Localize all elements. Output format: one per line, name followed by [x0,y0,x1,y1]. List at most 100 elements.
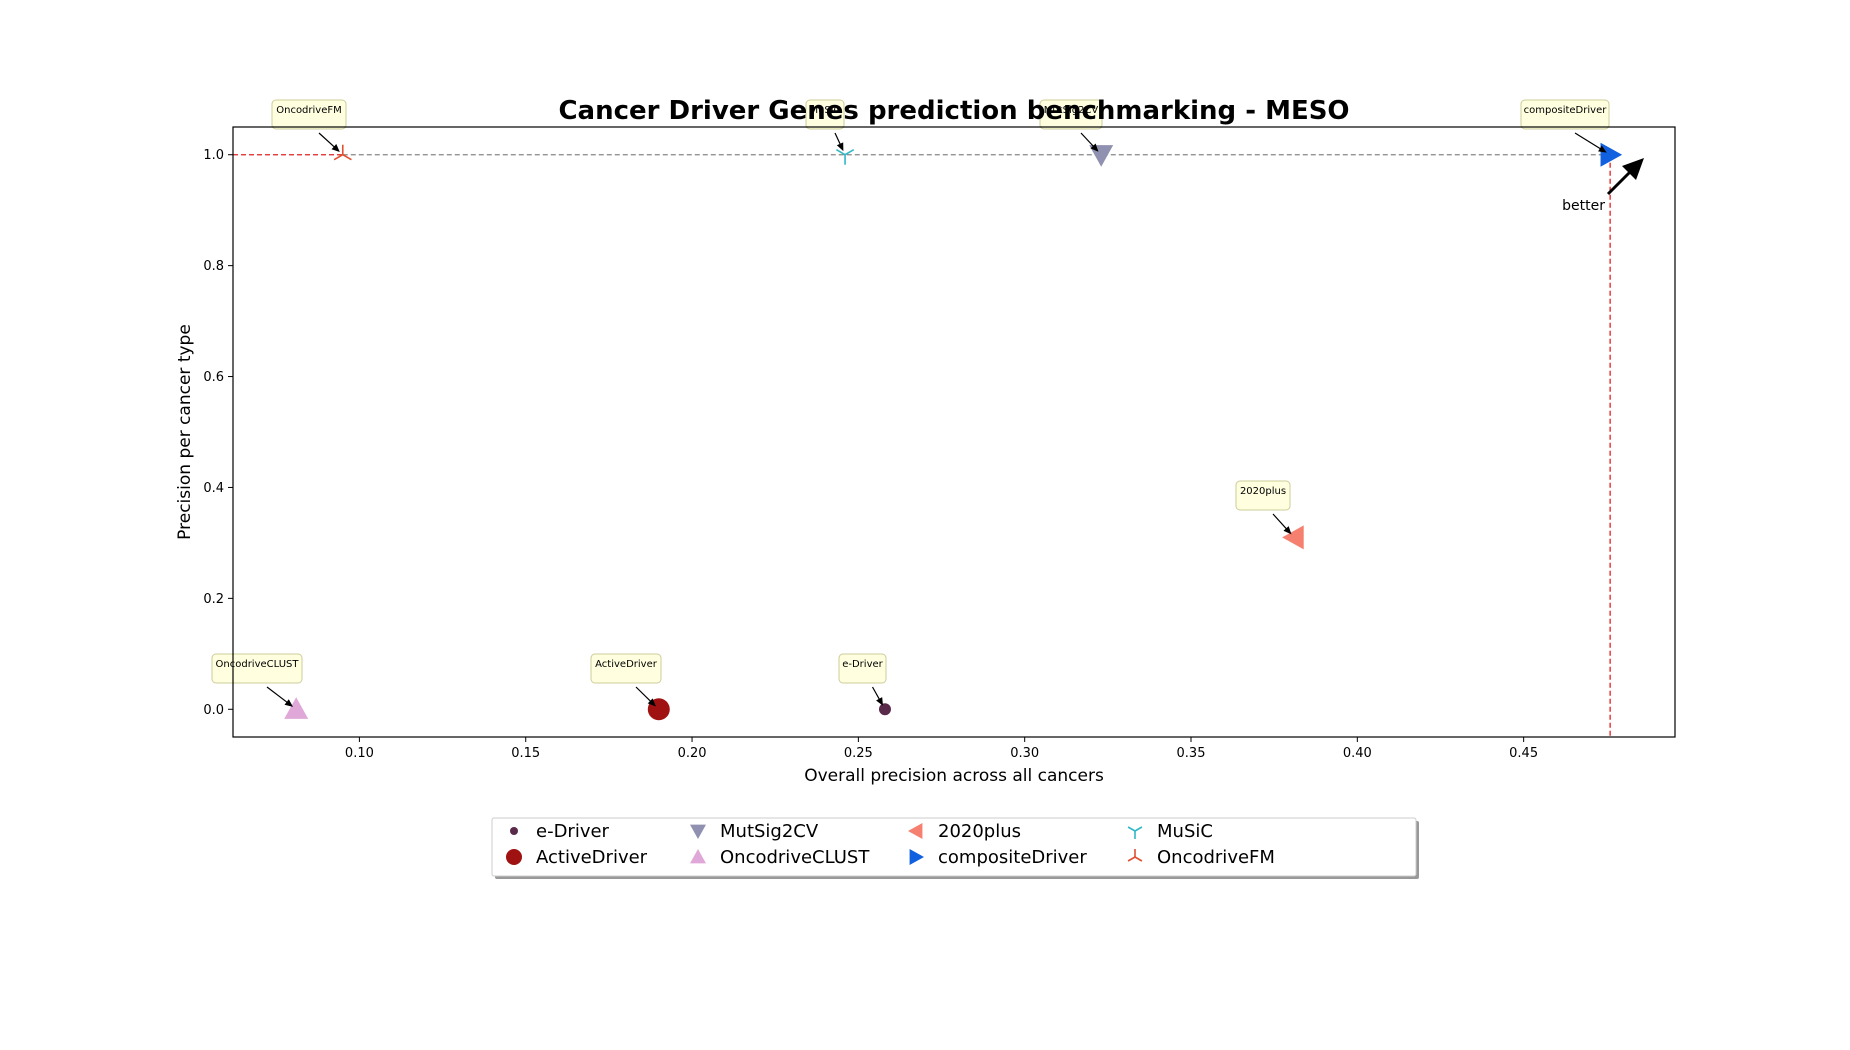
y-tick-label: 1.0 [203,148,224,163]
guide-lines [233,154,1611,737]
x-tick-label: 0.25 [844,746,873,761]
data-point-2020plus [1282,525,1304,550]
annotation-arrowhead-icon [836,142,844,152]
annotation-arrow-oncodriveclust [266,686,289,704]
y-tick-label: 0.2 [203,592,224,607]
annotation-box-activedriver [590,653,662,684]
legend-item-activedriver: ActiveDriver [506,847,648,868]
legend-item-2020plus: 2020plus [908,821,1021,842]
annotation-arrow-compositedriver [1574,132,1602,150]
data-point-oncodriveclust [284,697,309,719]
marker-stroke [342,154,352,161]
legend-item-oncodrivefm: OncodriveFM [1127,847,1275,868]
marker-stroke [1134,856,1143,862]
x-tick-label: 0.40 [1343,746,1372,761]
annotation-arrowhead-icon [331,144,340,153]
x-tick-label: 0.30 [1010,746,1039,761]
annotation-label-music: MuSiC [809,105,840,116]
x-tick-label: 0.20 [678,746,707,761]
marker-stroke [835,149,846,156]
annotation-arrowhead-icon [284,699,294,707]
annotation-box-compositedriver [1520,99,1610,130]
legend-marker-oncodriveclust [690,849,706,864]
better-arrow-head-icon [1622,158,1644,180]
legend-marker-music [1127,826,1143,839]
legend-marker-oncodrivefm [1127,849,1143,862]
chart-title: Cancer Driver Genes prediction benchmark… [558,96,1349,126]
x-axis-label: Overall precision across all cancers [804,766,1104,786]
legend-label-mutsig2cv: MutSig2CV [720,821,819,842]
legend-label-2020plus: 2020plus [938,821,1021,842]
data-point-oncodrivefm [333,144,352,161]
legend-marker-mutsig2cv [690,824,706,839]
legend-box [491,817,1417,877]
marker-stroke [333,154,344,161]
legend-marker-2020plus [908,823,923,839]
annotation-box-oncodrivefm [271,99,347,130]
legend: e-Driver ActiveDriver MutSig2CV OncodriveCL… [491,817,1419,879]
annotation-box-oncodriveclust [211,653,303,684]
legend-item-mutsig2cv: MutSig2CV [690,821,819,842]
annotation-label-mutsig2cv: MutSig2CV [1044,105,1099,116]
annotation-label-activedriver: ActiveDriver [595,659,658,670]
annotation-arrow-oncodrivefm [318,132,336,149]
marker-stroke [1127,856,1136,862]
marker-stroke [1127,826,1136,832]
y-axis-label: Precision per cancer type [175,324,195,540]
annotation-arrow-2020plus [1272,513,1288,531]
annotation-box-mutsig2cv [1039,99,1103,130]
legend-label-music: MuSiC [1157,821,1213,842]
legend-label-e-driver: e-Driver [536,821,610,842]
annotation-label-2020plus: 2020plus [1240,486,1286,497]
annotation-arrow-activedriver [635,686,653,703]
marker-stroke [1134,826,1143,832]
annotation-label-oncodrivefm: OncodriveFM [276,105,342,116]
legend-label-oncodrivefm: OncodriveFM [1157,847,1275,868]
x-tick-label: 0.15 [511,746,540,761]
better-arrow-shaft [1606,170,1632,196]
annotation-arrowhead-icon [1283,526,1292,535]
legend-item-oncodriveclust: OncodriveCLUST [690,847,870,868]
legend-marker-e-driver [510,827,518,835]
annotation-box-e-driver [838,653,887,684]
legend-item-e-driver: e-Driver [510,821,610,842]
annotation-label-oncodriveclust: OncodriveCLUST [216,659,300,670]
annotation-label-e-driver: e-Driver [842,659,883,670]
x-tick-label: 0.45 [1509,746,1538,761]
better-indicator: better [1562,158,1644,214]
marker-stroke [844,149,855,156]
data-point-music [835,149,855,165]
axes: 0.10 0.15 0.20 0.25 0.30 0.35 0.40 0.45 0.0 0.2 0.… [203,148,1538,761]
legend-marker-compositedriver [909,849,924,865]
annotation-box-2020plus [1235,480,1291,511]
annotation-arrowhead-icon [1598,145,1607,153]
annotation-arrowhead-icon [1090,143,1099,152]
legend-marker-activedriver [506,849,522,865]
annotation-box-music [805,99,845,130]
legend-label-oncodriveclust: OncodriveCLUST [720,847,870,868]
legend-item-compositedriver: compositeDriver [909,847,1087,868]
point-annotations: OncodriveFM MuSiC MutSig2CV compositeDriver… [211,99,1610,707]
y-tick-label: 0.4 [203,481,224,496]
legend-item-music: MuSiC [1127,821,1213,842]
annotation-arrowhead-icon [876,697,884,706]
legend-label-compositedriver: compositeDriver [938,847,1087,868]
x-tick-label: 0.35 [1177,746,1206,761]
annotation-arrow-mutsig2cv [1080,132,1095,148]
legend-label-activedriver: ActiveDriver [536,847,648,868]
better-label: better [1562,198,1605,214]
data-point-e-driver [878,703,891,716]
plot-area-frame [232,126,1676,738]
y-tick-label: 0.6 [203,370,224,385]
annotation-arrowhead-icon [647,698,656,707]
y-tick-label: 0.0 [203,703,224,718]
annotation-label-compositedriver: compositeDriver [1524,105,1608,116]
annotation-arrow-music [834,132,842,146]
y-tick-label: 0.8 [203,259,224,274]
data-point-mutsig2cv [1089,145,1114,167]
data-point-compositedriver [1600,142,1623,167]
annotation-arrow-e-driver [871,686,881,701]
x-tick-label: 0.10 [345,746,374,761]
